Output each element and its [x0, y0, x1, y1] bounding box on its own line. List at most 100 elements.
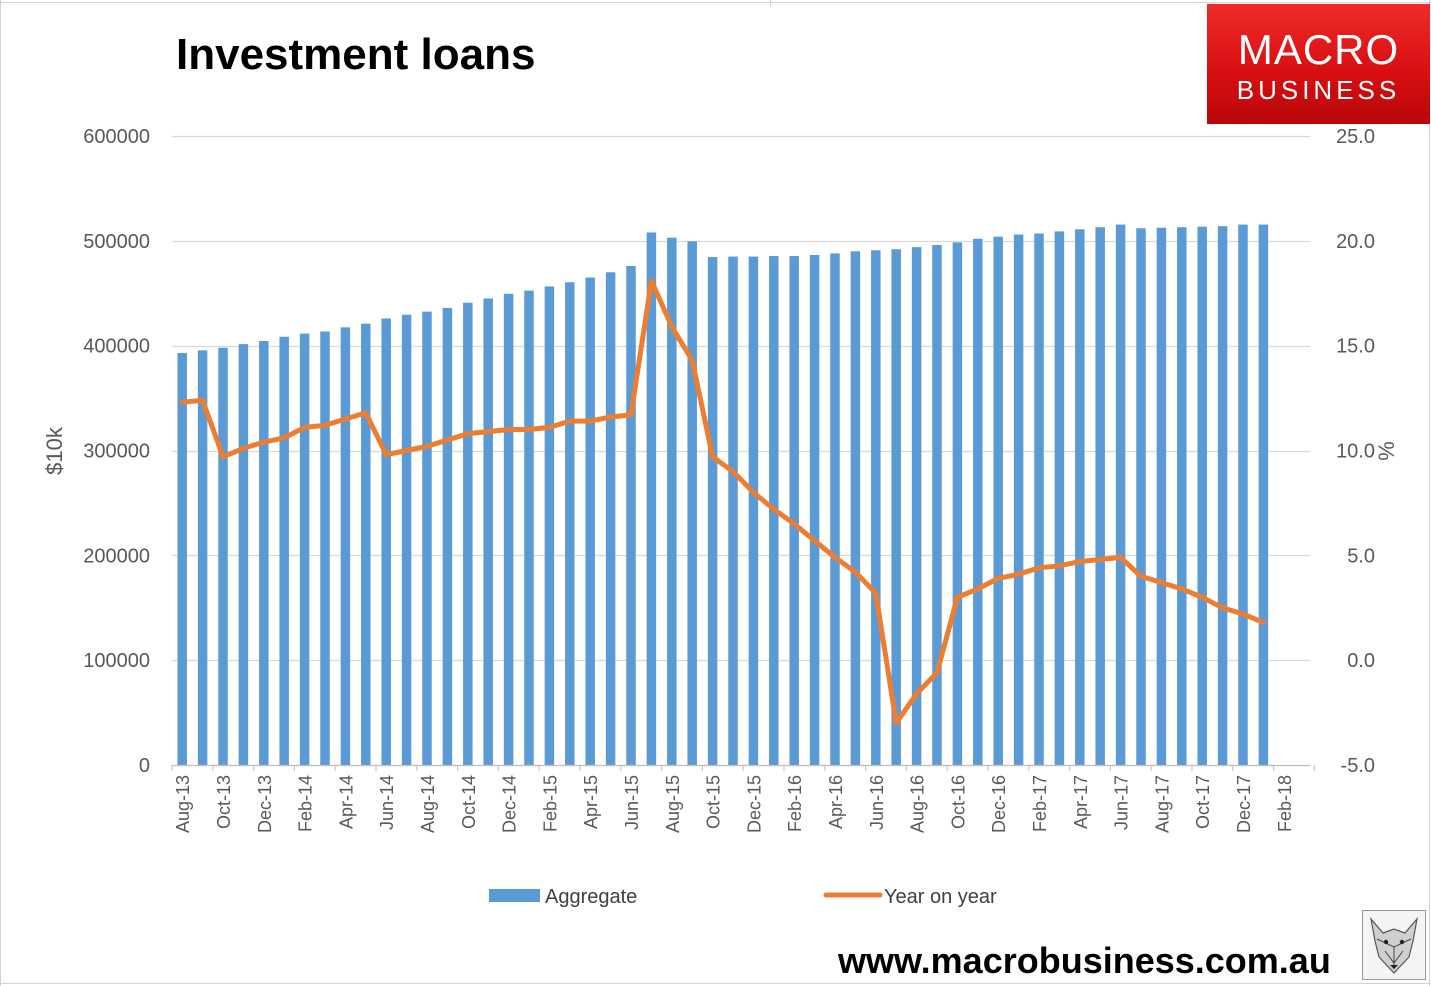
x-tick-label: Oct-14 — [459, 775, 479, 829]
x-tick-label: Feb-16 — [785, 775, 805, 832]
bar-aggregate — [646, 232, 657, 766]
bar-aggregate — [1156, 227, 1167, 765]
bar-aggregate — [973, 238, 983, 765]
bar-aggregate — [667, 237, 677, 765]
bar-aggregate — [1034, 233, 1044, 765]
x-tick-label: Dec-14 — [500, 775, 520, 833]
line-year-on-year — [179, 278, 1266, 726]
bar-aggregate — [626, 265, 636, 765]
x-tick-label: Dec-15 — [744, 775, 764, 833]
bar-aggregate — [177, 353, 187, 765]
legend-label-year-on-year: Year on year — [884, 886, 997, 908]
bar-aggregate — [1095, 227, 1105, 765]
left-y-tick-label: 500000 — [83, 231, 150, 253]
legend: Aggregate Year on year — [489, 886, 997, 908]
website-url: www.macrobusiness.com.au — [838, 940, 1331, 981]
x-tick-label: Aug-14 — [418, 775, 438, 833]
right-y-tick-label: 0.0 — [1347, 650, 1375, 672]
bar-aggregate — [259, 340, 269, 765]
bar-aggregate — [422, 311, 432, 765]
bar-aggregate — [952, 242, 963, 766]
bar-aggregate — [850, 251, 861, 766]
macrobusiness-logo: MACRO BUSINESS — [1207, 4, 1430, 124]
right-y-tick-label: 15.0 — [1336, 336, 1375, 358]
bar-aggregate — [1258, 224, 1269, 765]
x-tick-label: Dec-16 — [989, 775, 1009, 833]
logo-line-1: MACRO — [1237, 26, 1400, 73]
x-tick-label: Oct-13 — [214, 775, 234, 829]
bar-aggregate — [707, 257, 718, 765]
left-y-axis-title: $10k — [42, 426, 67, 475]
bar-aggregate — [687, 241, 697, 766]
bar-aggregate — [218, 347, 228, 765]
right-y-tick-label: 25.0 — [1336, 126, 1375, 148]
bar-aggregate — [544, 286, 555, 765]
x-tick-label: Oct-16 — [948, 775, 968, 829]
bar-aggregate — [993, 236, 1003, 765]
logo-line-2: BUSINESS — [1236, 75, 1401, 105]
left-y-tick-label: 200000 — [83, 545, 150, 567]
x-tick-label: Feb-14 — [296, 775, 316, 832]
x-tick-label: Oct-15 — [704, 775, 724, 829]
right-y-tick-label: 5.0 — [1347, 545, 1375, 567]
x-tick-label: Feb-15 — [540, 775, 560, 832]
bar-aggregate — [279, 336, 289, 765]
bar-aggregate — [565, 282, 575, 765]
left-y-tick-label: 300000 — [83, 441, 150, 463]
bar-aggregate — [320, 331, 330, 765]
left-y-axis: 0 100000 200000 300000 400000 500000 600000 — [83, 126, 150, 777]
bar-aggregate — [728, 256, 738, 765]
bar-aggregate — [381, 318, 391, 765]
bar-aggregate — [524, 290, 534, 765]
wolf-logo-icon — [1362, 910, 1426, 980]
bar-aggregate — [809, 254, 820, 765]
right-y-axis: -5.0 0.0 5.0 10.0 15.0 20.0 25.0 — [1336, 126, 1375, 777]
bar-aggregate — [483, 298, 493, 765]
bar-aggregate — [932, 245, 942, 765]
x-tick-label: Jun-15 — [622, 775, 642, 830]
bar-aggregate — [238, 344, 249, 765]
bar-aggregate — [299, 333, 310, 765]
bar-aggregate — [1177, 227, 1187, 765]
aggregate-bars — [177, 224, 1269, 766]
x-tick-label: Aug-17 — [1152, 775, 1172, 833]
left-y-tick-label: 400000 — [83, 336, 150, 358]
x-tick-label: Apr-14 — [336, 775, 356, 829]
bar-aggregate — [1197, 226, 1207, 765]
x-tick-label: Jun-14 — [377, 775, 397, 830]
bar-aggregate — [1238, 224, 1248, 765]
year-on-year-line — [179, 278, 1266, 726]
bar-aggregate — [1217, 226, 1228, 765]
x-tick-label: Dec-13 — [255, 775, 275, 833]
bar-aggregate — [605, 272, 616, 765]
bar-aggregate — [789, 256, 799, 765]
bar-aggregate — [871, 250, 881, 766]
right-y-tick-label: 20.0 — [1336, 231, 1375, 253]
x-tick-label: Oct-17 — [1193, 775, 1213, 829]
bar-aggregate — [340, 327, 351, 765]
bar-aggregate — [1115, 224, 1126, 765]
left-y-tick-label: 0 — [139, 755, 150, 777]
bar-aggregate — [401, 314, 412, 765]
bar-aggregate — [830, 253, 840, 765]
bar-aggregate — [1013, 234, 1024, 765]
x-tick-label: Jun-17 — [1112, 775, 1132, 830]
bar-aggregate — [891, 249, 901, 766]
legend-swatch-aggregate — [489, 889, 540, 902]
x-tick-label: Feb-17 — [1030, 775, 1050, 832]
bar-aggregate — [1136, 228, 1146, 766]
x-tick-label: Feb-18 — [1275, 775, 1295, 832]
x-tick-label: Aug-13 — [173, 775, 193, 833]
bar-aggregate — [463, 302, 473, 765]
bar-aggregate — [748, 256, 759, 765]
chart-title: Investment loans — [176, 30, 536, 79]
bar-aggregate — [1054, 231, 1065, 766]
left-y-tick-label: 100000 — [83, 650, 150, 672]
x-tick-label: Dec-17 — [1234, 775, 1254, 833]
legend-label-aggregate: Aggregate — [545, 886, 637, 908]
bar-aggregate — [585, 277, 595, 765]
bar-aggregate — [503, 293, 514, 765]
bar-aggregate — [911, 247, 922, 765]
